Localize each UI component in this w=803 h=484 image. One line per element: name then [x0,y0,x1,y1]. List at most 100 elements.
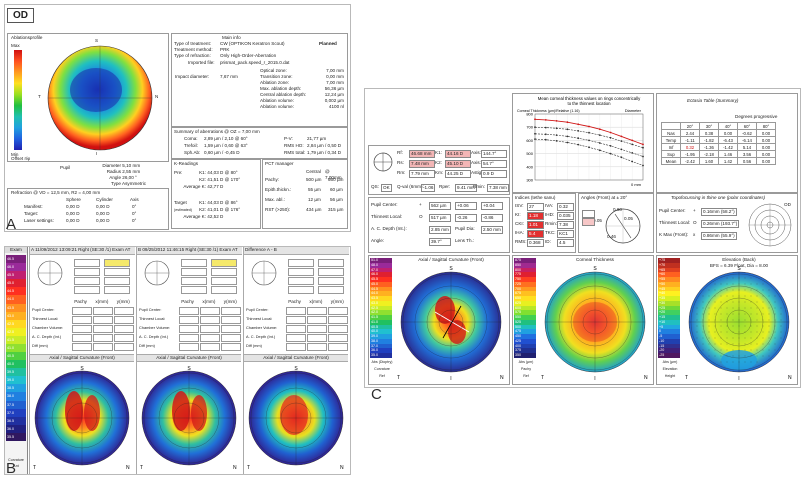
map-scale-label: 725 [515,281,521,286]
k-val: 41,51 D [207,177,224,182]
row-label: Thinnest Local: [246,316,273,321]
k-pre-row: Average K: 42,77 D [174,184,223,190]
k-val: 44,03 D [207,170,224,175]
value-field [211,286,237,294]
map-scale-band: 51.0 [370,258,392,263]
scale-band-label: 37.0 [7,410,14,415]
orient-right: N [155,94,159,99]
angle-val: 0.46 [607,234,616,239]
chart-point [577,123,580,126]
map-scale-band: 42.0 [370,310,392,316]
kr-value: 45.10 D [445,160,471,168]
chart-point [555,140,558,142]
pct-title: PCT manager [265,161,294,166]
map-scale-band: 675 [514,291,536,297]
map-scale-label: +70 [659,262,666,267]
map-scale-label: 800 [515,267,521,272]
map-scale-band: +70 [658,262,680,268]
chart-point [642,155,644,158]
impact-label: Impact diameter: [175,74,210,79]
map-scale-band: 0 [658,329,680,335]
column-header: x(mm) [95,299,109,304]
chart-point [631,160,634,163]
k-pre-label: Pre: [174,170,183,175]
value-field [181,259,207,267]
main-info-key: Type of refraction: [174,53,211,58]
kr-value: 0.9 D [481,170,507,178]
map-scale-label: +30 [659,300,666,305]
map-scale-band: +35 [658,296,680,301]
orient-top: S [95,38,99,43]
kr-key: K1: [435,150,442,155]
row-value-field [114,325,134,333]
scale-band-label: 46.0 [7,265,14,270]
map-scale-band: 475 [514,329,536,335]
chart-point [620,140,623,142]
kr-value: 44.25 D [445,170,471,178]
map-scale-label: +45 [659,286,666,291]
indices-title: Indices (tethe sanu) [515,195,556,200]
chart-point [598,142,601,144]
scale-band-label: 43.0 [7,313,14,318]
map-scale-label: 41.0 [371,319,378,324]
angle-value-box-red [582,218,595,226]
orient-n: N [500,375,504,381]
chart-point [566,121,569,124]
curv-map: S T N I [397,266,504,382]
zone-value: 12,24 µm [324,92,344,97]
row-value-field [286,316,306,324]
index-value: KC1 [557,230,574,238]
value-field [318,259,344,267]
zone-list: Optical zone: 7,00 mm Transition zone: 0,0… [260,68,344,110]
map-footer-label: Elevation [662,367,678,371]
pupil-row-label: Angle: [371,238,385,243]
pupil-row-value: 2.50 mm [481,226,503,234]
column-headers: Pachy x(mm) y(mm) [70,299,134,305]
refraction-axis: 0° [132,204,137,209]
map-scale-label: 450 [515,334,521,339]
orient-left: T [38,94,41,99]
map-scale-label: 36.0 [371,348,378,353]
index-value: 5.4 [527,230,544,238]
map-scale-band: 45.5 [370,277,392,282]
map-scale-band: 450 [514,334,536,339]
map-scale-band: +40 [658,291,680,297]
row-label: Pupil Center: [139,307,162,312]
column-header: y(mm) [116,299,130,304]
ectasia-cell: 1.42 [718,157,738,165]
summary-key2: P-V: [284,136,293,141]
pct-key: RST (>250): [265,207,291,212]
column-headers: Pachy x(mm) y(mm) [177,299,241,305]
map-scale-label: 575 [515,310,521,315]
k-pre-row: Pre: K1: 44,03 D @ 80° [174,170,238,176]
chart-point [534,132,536,135]
refraction-cyl: 0,00 D [96,218,110,223]
row-value-field [72,316,92,324]
map-scale-band: 42.5 [370,305,392,311]
pct-val2: 560 µm [328,177,344,182]
column-header: y(mm) [223,299,237,304]
map-footer-label: Height [664,374,676,378]
map-scale-label: +35 [659,296,666,301]
index-value: 1.01 [527,221,544,229]
map-scale-band: 47.0 [370,267,392,273]
scale-band-label: 44.0 [7,297,14,302]
k-target-label: Target [174,200,187,205]
map-scale-label: 37.0 [371,343,378,348]
orient-t: T [140,465,143,471]
value-field [104,277,130,285]
orient-s: S [593,266,597,272]
pupil-row-value: 517 µm [429,214,451,222]
column-header: y(mm) [330,299,344,304]
zone-row: Ablation volume: 4100 nl [260,104,344,110]
index-key: TKC: [545,230,556,235]
scale-band-label: 41.5 [7,337,14,342]
pupil-table-box: Pupil Center: +562 µm +0.06 +0.04 Thinnest L… [368,197,510,253]
row-value-field [93,343,113,351]
pupil-label: Pupil [60,165,71,170]
zone-key: Ablation volume: [260,98,294,103]
row-value-field [72,334,92,342]
value-field [211,259,237,267]
chart-tick-label: 700 [526,125,533,130]
orient-s: S [80,366,84,372]
